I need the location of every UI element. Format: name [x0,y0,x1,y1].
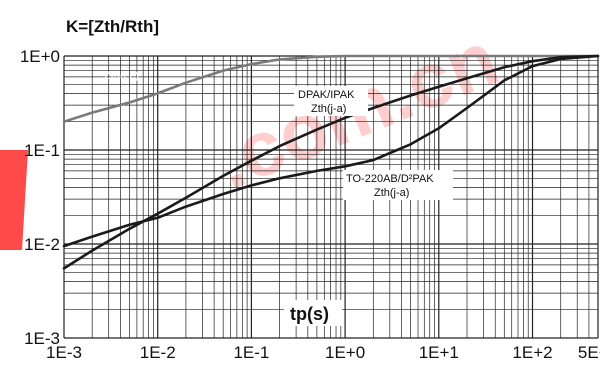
series-lines [62,54,600,270]
x-axis-label: tp(s) [290,304,329,324]
label-to220-line2: Zth(j-a) [374,187,409,199]
label-dpak-line2: Zth(j-a) [311,103,346,115]
y-tick-label: 1E-1 [24,141,60,160]
series-line-3 [62,54,600,248]
x-tick-label: 5E+2 [578,343,600,362]
watermark-stripe [0,150,28,250]
label-dpak-line1: DPAK/IPAK [298,89,355,101]
label-to220-line1: TO-220AB/D²PAK [346,173,434,185]
x-tick-label: 1E+0 [325,343,365,362]
series-line-1 [62,54,600,123]
x-tick-label: 1E+1 [419,343,459,362]
x-tick-label: 1E-1 [233,343,269,362]
xlabel-bg [284,300,342,326]
label-to220-bg [343,170,453,200]
tick-labels: 1E-3 1E-2 1E-1 1E+0 1E+1 1E+2 5E+2 1E+0 1E-1 1E-2… [20,47,600,362]
label-dpak-bg [294,86,368,116]
series-line-2 [62,54,600,270]
label-zthjc: Zth(j-c) [104,70,139,82]
y-tick-label: 1E-2 [24,235,60,254]
y-tick-label: 1E+0 [20,47,60,66]
x-tick-label: 1E-2 [140,343,176,362]
x-tick-label: 1E-3 [46,343,82,362]
x-tick-label: 1E+2 [512,343,552,362]
chart-title: K=[Zth/Rth] [66,17,159,36]
y-tick-label: 1E-3 [24,329,60,348]
